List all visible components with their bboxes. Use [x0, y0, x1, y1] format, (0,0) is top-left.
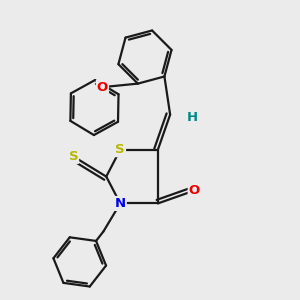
- Text: O: O: [97, 81, 108, 94]
- Text: S: S: [68, 150, 78, 163]
- Text: N: N: [115, 197, 126, 210]
- Text: H: H: [187, 111, 198, 124]
- Text: O: O: [189, 184, 200, 197]
- Text: S: S: [116, 143, 125, 156]
